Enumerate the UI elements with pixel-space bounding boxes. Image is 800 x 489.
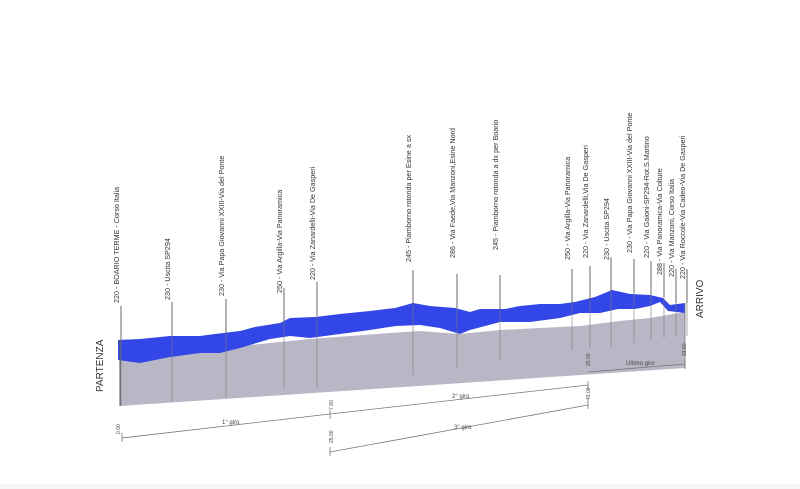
lap-second-label: 2° giro [452,394,470,400]
waypoint-label: 220 - Via Roccole-Via Cadeo-Via De Gaspe… [678,135,687,279]
waypoint-label: 230 - Uscita SP294 [602,198,611,260]
lap-last-label: Ultimo giro [626,361,655,367]
start-label: PARTENZA [95,339,106,392]
waypoint-label: 286 - Via Faede,Via Manzoni,Esine Nord [448,128,457,258]
profile-side-face [120,312,685,406]
lap-brackets [121,360,686,456]
lap-first-label: 1° giro [222,420,240,426]
km-mark-lap2-start: 25.00 [329,430,335,443]
waypoint-label: 245 - Piamborno rotonda per Esine a sx [404,135,413,262]
waypoint-label: 288 - Via Panoramica-Via Colture [655,168,664,275]
waypoint-label: 230 - Via Papa Giovanni XXIII-Via del Po… [217,156,226,296]
waypoint-label: 230 - Uscita SP294 [163,238,172,300]
end-label: ARRIVO [695,279,706,318]
km-mark-lap1: 7.90 [329,400,335,410]
waypoint-label: 250 - Via Argilla-Via Panoramica [275,190,284,293]
profile-top-face [118,290,685,363]
waypoint-label: 220 - Via Zanardelli-Via De Gasperi [308,166,317,280]
waypoint-label: 220 - BOARIO TERME - Corso Italia [112,187,121,303]
km-mark-finish: 33.60 [682,343,688,356]
waypoint-label: 220 - Via Gaioni-SP294-Rot.S.Martino [642,136,651,258]
waypoint-label: 250 - Via Argilla-Via Panoramica [563,157,572,260]
waypoint-label: 245 - Piamborno rotonda a dx per Boario [491,120,500,250]
km-mark-start: 0.00 [116,424,122,434]
lap-third-label: 3° giro [454,425,472,431]
km-mark-lap3-end: 43.00 [586,387,592,400]
waypoint-label: 230 - Via Papa Giovanni XXIII-Via del Po… [625,113,634,253]
km-mark-lap2-end: 25.00 [586,353,592,366]
waypoint-label: 220 - Via Manzoni, Corso Italia [667,179,676,277]
waypoint-label: 220 - Via Zanardelli,Via De Gasperi [581,145,590,258]
